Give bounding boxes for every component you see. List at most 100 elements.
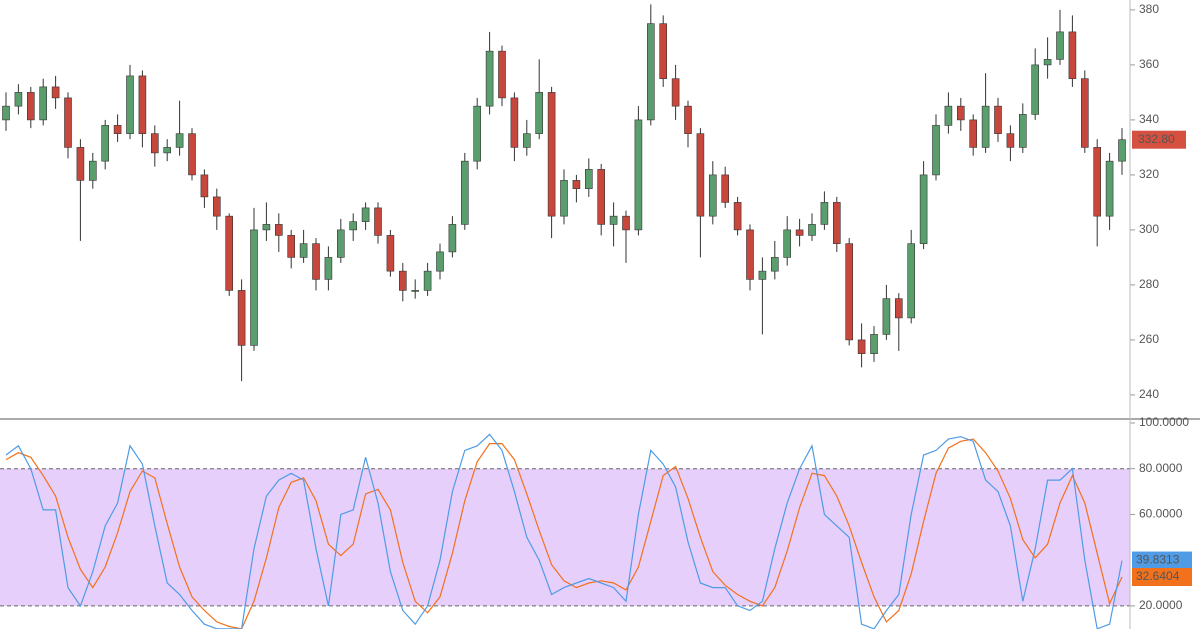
candle-body bbox=[932, 125, 940, 176]
candle-body bbox=[659, 23, 668, 79]
band bbox=[0, 468, 1130, 606]
candle-body bbox=[89, 160, 97, 181]
candle-body bbox=[324, 257, 333, 280]
candle-body bbox=[1043, 59, 1052, 66]
candle-body bbox=[1118, 139, 1126, 162]
candle-body bbox=[126, 75, 134, 134]
candle-body bbox=[622, 215, 630, 231]
oscillator-line bbox=[5, 438, 1123, 629]
y-tick-label: 300 bbox=[1139, 222, 1159, 236]
candle-body bbox=[163, 147, 171, 154]
candle-body bbox=[250, 229, 258, 346]
candle-body bbox=[721, 174, 730, 203]
candle-body bbox=[1068, 31, 1077, 79]
candle-body bbox=[808, 224, 816, 236]
y-tick-label: 20.0000 bbox=[1139, 598, 1183, 612]
y-tick-label: 360 bbox=[1139, 57, 1159, 71]
candle-body bbox=[584, 169, 593, 189]
candle-body bbox=[64, 97, 72, 148]
oscillator-line bbox=[5, 433, 1123, 629]
candle-body bbox=[671, 78, 680, 107]
candle-body bbox=[882, 298, 891, 335]
last-value-badge bbox=[1132, 551, 1192, 570]
candle-body bbox=[151, 133, 159, 154]
candle-body bbox=[944, 105, 953, 126]
candle-body bbox=[398, 270, 407, 291]
candle-body bbox=[448, 224, 457, 253]
candle-body bbox=[312, 243, 320, 280]
candle-body bbox=[894, 298, 903, 319]
candle-body bbox=[646, 23, 655, 121]
y-tick-label: 60.0000 bbox=[1139, 507, 1183, 521]
candle-body bbox=[175, 133, 184, 148]
y-tick-label: 240 bbox=[1139, 387, 1159, 401]
y-tick-label: 320 bbox=[1139, 167, 1159, 181]
candle-body bbox=[299, 243, 308, 258]
candle-body bbox=[684, 105, 692, 134]
last-price-badge bbox=[1132, 130, 1186, 149]
candle-body bbox=[423, 270, 432, 291]
candle-body bbox=[1056, 31, 1064, 60]
candle-body bbox=[994, 105, 1002, 134]
candle-body bbox=[274, 224, 283, 236]
candle-body bbox=[547, 92, 556, 217]
candle-body bbox=[336, 229, 345, 258]
candle-body bbox=[832, 202, 841, 244]
y-tick-label: 80.0000 bbox=[1139, 461, 1183, 475]
candle-body bbox=[485, 50, 494, 107]
candle-body bbox=[14, 92, 23, 107]
candle-body bbox=[510, 97, 519, 148]
candle-body bbox=[213, 196, 221, 217]
candle-body bbox=[857, 339, 866, 354]
candle-body bbox=[870, 334, 878, 354]
last-value-badge bbox=[1132, 568, 1192, 587]
candle-body bbox=[746, 229, 754, 280]
candle-body bbox=[733, 202, 742, 231]
candle-body bbox=[1105, 160, 1114, 217]
candle-body bbox=[2, 105, 10, 121]
candle-body bbox=[783, 229, 792, 258]
candle-body bbox=[609, 215, 618, 225]
candle-body bbox=[26, 92, 35, 121]
candle-body bbox=[1081, 78, 1089, 148]
candle-body bbox=[287, 235, 296, 258]
y-tick-label: 280 bbox=[1139, 277, 1159, 291]
candle-body bbox=[634, 119, 643, 231]
candle-body bbox=[138, 75, 147, 134]
candle-body bbox=[758, 270, 767, 280]
candle-body bbox=[919, 174, 928, 244]
candle-body bbox=[572, 180, 581, 189]
candle-body bbox=[1031, 64, 1039, 115]
candle-body bbox=[1006, 133, 1015, 148]
y-tick-label: 260 bbox=[1139, 332, 1159, 346]
candle-body bbox=[696, 133, 705, 217]
last-value-label: 32.6404 bbox=[1136, 569, 1180, 583]
candle-body bbox=[1018, 114, 1027, 148]
candle-body bbox=[597, 169, 606, 225]
candle-body bbox=[907, 243, 916, 319]
y-tick-label: 340 bbox=[1139, 112, 1159, 126]
candle-body bbox=[262, 224, 271, 231]
candle-body bbox=[225, 215, 233, 291]
candle-body bbox=[436, 251, 444, 272]
candle-body bbox=[522, 133, 531, 148]
candle-body bbox=[498, 50, 506, 99]
candle-body bbox=[1093, 147, 1101, 217]
y-tick-label: 380 bbox=[1139, 2, 1159, 16]
candle-body bbox=[969, 119, 978, 148]
candle-body bbox=[188, 133, 196, 176]
y-tick-label: 100.0000 bbox=[1139, 415, 1189, 429]
candle-body bbox=[361, 207, 370, 222]
candle-body bbox=[535, 92, 544, 134]
last-value-label: 39.8313 bbox=[1136, 553, 1180, 567]
candle-body bbox=[981, 105, 990, 148]
candle-body bbox=[113, 125, 122, 134]
candle-body bbox=[708, 174, 717, 217]
candle-body bbox=[795, 229, 804, 236]
candle-body bbox=[473, 105, 482, 162]
candle-body bbox=[411, 290, 420, 292]
candle-body bbox=[460, 160, 469, 225]
candle-body bbox=[51, 86, 60, 99]
candle-body bbox=[956, 105, 965, 121]
